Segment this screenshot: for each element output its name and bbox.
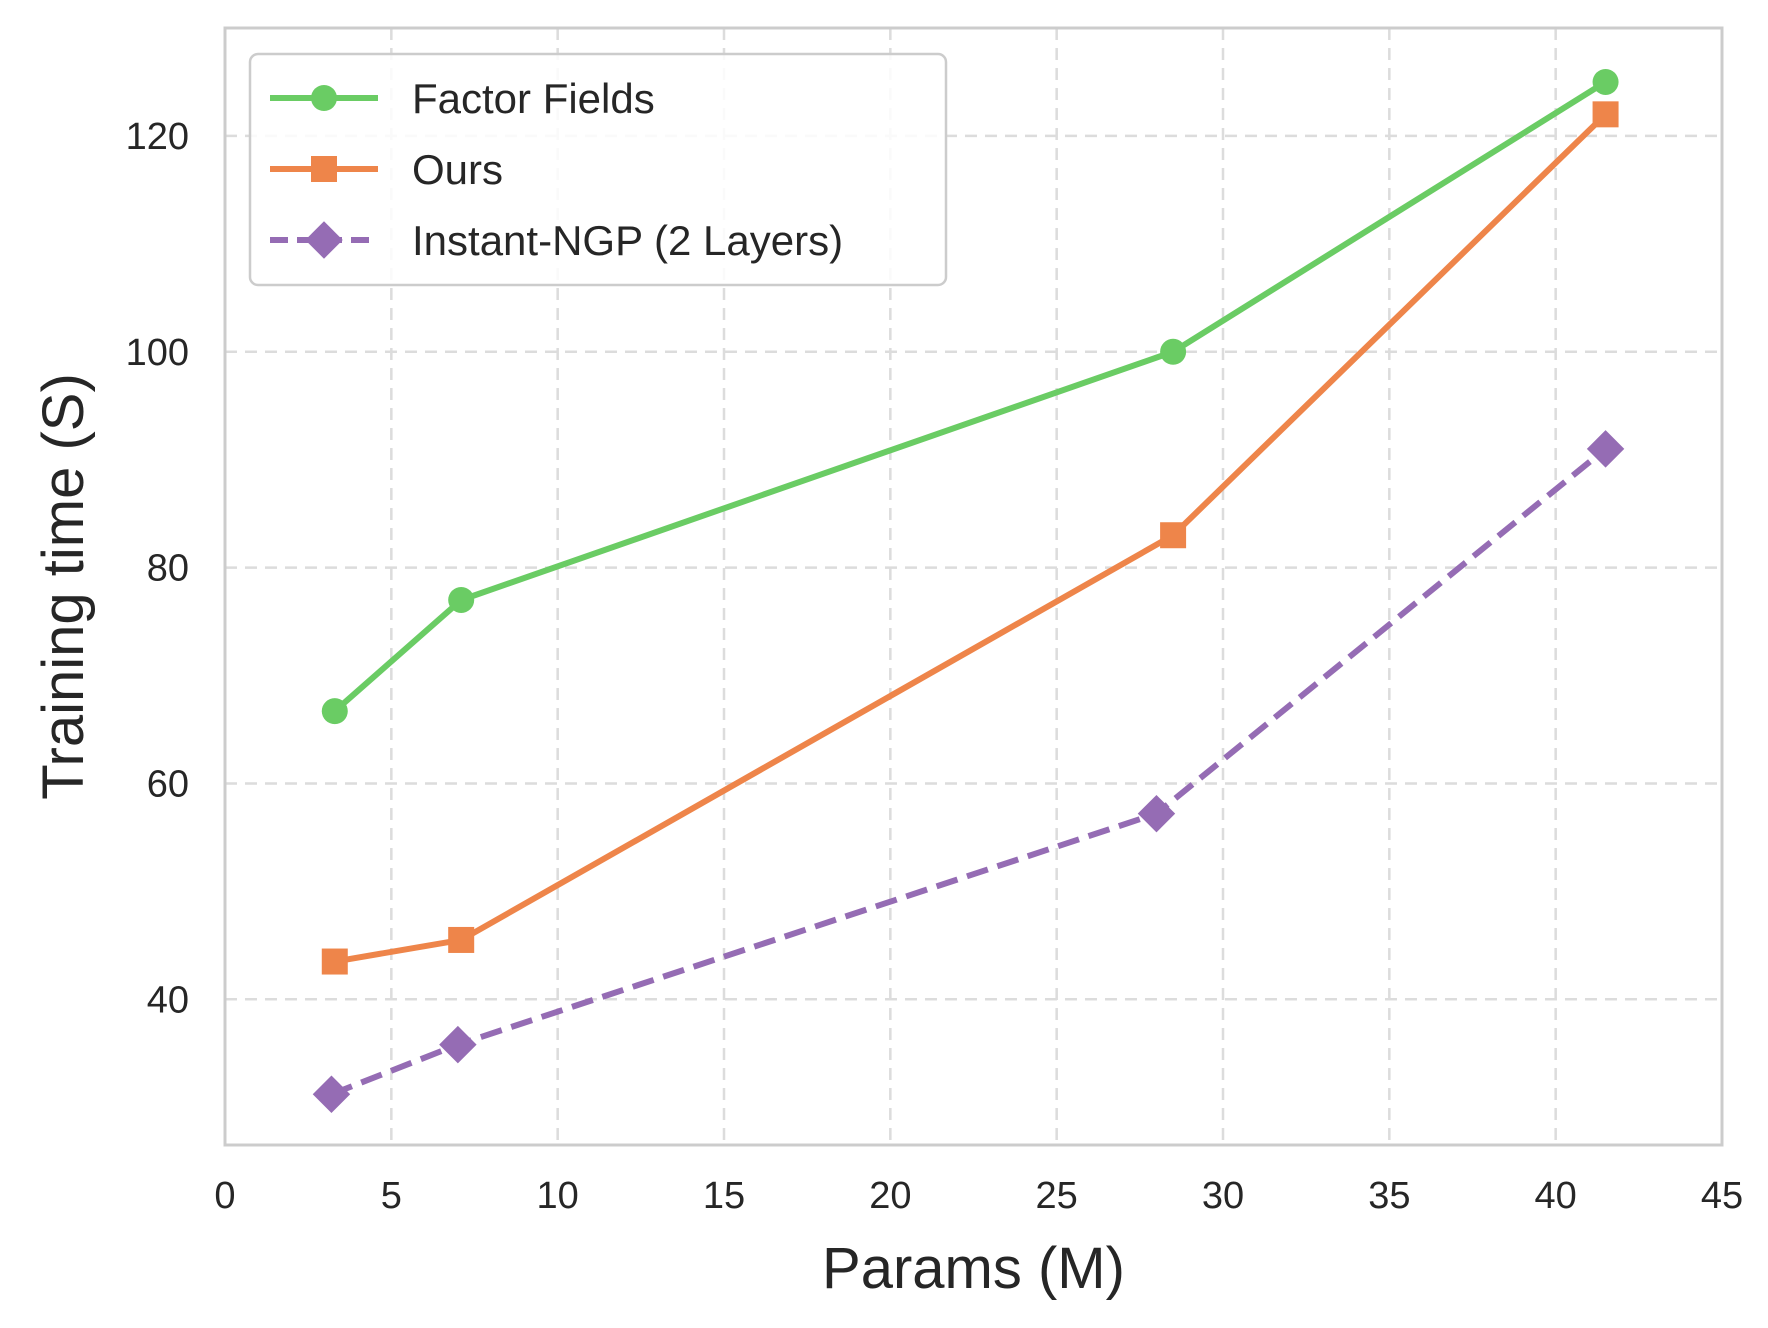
x-tick-label: 0 bbox=[214, 1175, 235, 1217]
y-tick-labels: 40 60 80 100 120 bbox=[126, 116, 189, 1021]
y-tick-label: 60 bbox=[147, 763, 189, 805]
legend-marker bbox=[311, 156, 337, 182]
legend-marker bbox=[305, 221, 343, 259]
legend-label: Ours bbox=[412, 146, 503, 193]
x-tick-labels: 0 5 10 15 20 25 30 35 40 45 bbox=[214, 1175, 1743, 1217]
series-line-instant-ngp-2-layers bbox=[330, 446, 1608, 1098]
series-instant-ngp-2-layers bbox=[312, 430, 1625, 1113]
y-tick-label: 40 bbox=[147, 979, 189, 1021]
x-tick-label: 10 bbox=[537, 1175, 579, 1217]
x-tick-label: 25 bbox=[1036, 1175, 1078, 1217]
series-ours bbox=[321, 101, 1619, 975]
data-point bbox=[448, 586, 475, 613]
x-axis-label: Params (M) bbox=[822, 1236, 1125, 1301]
data-point bbox=[312, 1075, 351, 1113]
x-tick-label: 20 bbox=[869, 1175, 911, 1217]
data-point bbox=[1160, 522, 1187, 549]
x-tick-label: 5 bbox=[381, 1175, 402, 1217]
legend-marker bbox=[311, 85, 337, 111]
data-point bbox=[1592, 101, 1619, 128]
y-tick-label: 80 bbox=[147, 548, 189, 590]
y-tick-label: 100 bbox=[126, 332, 189, 374]
x-tick-label: 35 bbox=[1368, 1175, 1410, 1217]
data-point bbox=[1160, 338, 1187, 365]
data-point bbox=[448, 926, 475, 953]
series-layer bbox=[312, 68, 1625, 1113]
data-point bbox=[1586, 430, 1625, 468]
legend-label: Instant-NGP (2 Layers) bbox=[412, 217, 843, 264]
x-tick-label: 30 bbox=[1202, 1175, 1244, 1217]
y-tick-label: 120 bbox=[126, 116, 189, 158]
legend-label: Factor Fields bbox=[412, 75, 655, 122]
series-line-factor-fields bbox=[332, 79, 1608, 714]
x-tick-label: 45 bbox=[1701, 1175, 1743, 1217]
data-point bbox=[1592, 68, 1619, 95]
plot-frame bbox=[223, 26, 1724, 1147]
data-point bbox=[321, 948, 348, 975]
x-tick-label: 15 bbox=[703, 1175, 745, 1217]
x-tick-label: 40 bbox=[1535, 1175, 1577, 1217]
legend: Factor Fields Ours Instant-NGP (2 Layers) bbox=[248, 52, 948, 287]
data-point bbox=[439, 1025, 477, 1064]
legend-item-ours: Ours bbox=[270, 146, 503, 193]
legend-item-factor-fields: Factor Fields bbox=[270, 75, 655, 122]
y-axis-label: Training time (S) bbox=[31, 373, 96, 800]
series-factor-fields bbox=[321, 68, 1619, 725]
legend-item-instant-ngp-2-layers: Instant-NGP (2 Layers) bbox=[270, 217, 843, 264]
legend-box bbox=[248, 52, 948, 287]
series-line-ours bbox=[334, 112, 1608, 965]
data-point bbox=[321, 698, 348, 725]
data-point bbox=[1137, 794, 1176, 833]
